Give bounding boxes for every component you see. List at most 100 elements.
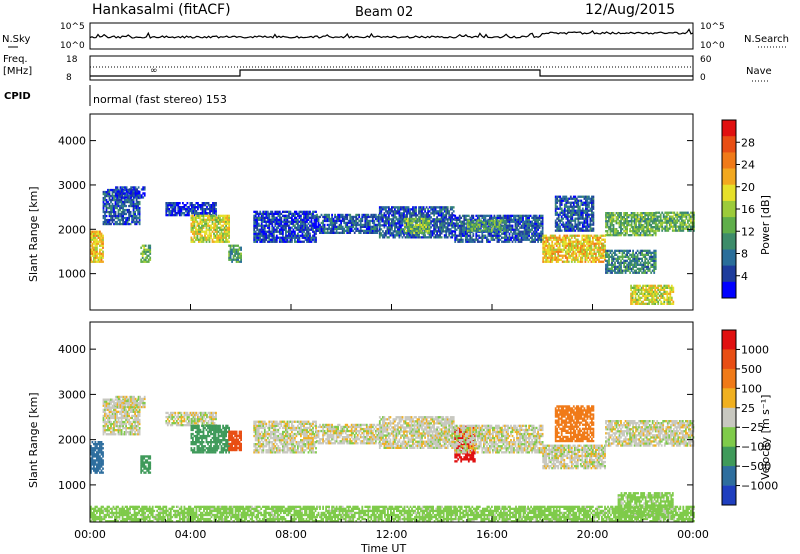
power-cell-band-7 xyxy=(257,224,260,227)
power-cell-band-4 xyxy=(182,212,184,215)
power-cell-band-16 xyxy=(682,229,685,232)
power-cell-band-13 xyxy=(579,242,582,245)
power-cell-band-10 xyxy=(410,223,412,227)
power-cell-band-14 xyxy=(591,203,593,206)
power-cell-band-15 xyxy=(629,224,631,227)
power-cell-band-6 xyxy=(238,248,241,251)
power-cell-band-17 xyxy=(611,269,613,272)
power-cell-band-7 xyxy=(268,222,271,225)
power-cell-band-11 xyxy=(454,236,457,239)
power-cell-band-13 xyxy=(599,234,602,237)
power-cell-band-15 xyxy=(617,216,619,219)
power-cell-band-16 xyxy=(680,215,683,218)
power-cell-band-11 xyxy=(478,236,481,239)
power-cell-band-4 xyxy=(178,212,181,215)
power-cell-band-0 xyxy=(102,252,104,255)
power-cell-band-8 xyxy=(364,229,367,232)
power-cell-band-6 xyxy=(232,248,235,251)
power-cell-band-11 xyxy=(507,226,509,229)
power-cell-band-8 xyxy=(329,231,332,234)
power-cell-band-9 xyxy=(389,224,392,227)
power-cell-band-10 xyxy=(422,217,424,221)
power-cell-band-9 xyxy=(403,216,405,219)
power-cell-band-4 xyxy=(178,208,181,211)
power-cell-band-8 xyxy=(346,227,349,230)
power-cell-band-13 xyxy=(555,244,558,247)
power-cell-band-14 xyxy=(592,217,595,220)
power-cell-band-1 xyxy=(128,208,130,212)
power-cell-band-11 xyxy=(464,230,467,233)
power-cell-band-5 xyxy=(222,238,224,241)
power-cell-band-10 xyxy=(423,221,426,225)
power-cell-band-11 xyxy=(516,224,518,227)
power-cell-band-1 xyxy=(123,200,126,204)
power-cell-band-15 xyxy=(621,222,624,225)
power-cell-band-7 xyxy=(271,230,274,233)
power-cell-band-15 xyxy=(624,232,627,235)
power-cell-band-11 xyxy=(486,240,488,243)
power-cell-band-9 xyxy=(389,226,392,229)
power-cell-band-1 xyxy=(104,202,106,206)
power-cell-band-11 xyxy=(516,222,518,225)
power-cell-band-14 xyxy=(566,197,569,200)
power-cell-band-13 xyxy=(598,250,600,253)
power-cell-band-0 xyxy=(96,246,98,249)
power-cell-band-7 xyxy=(288,232,290,235)
power-cell-band-5 xyxy=(208,228,211,231)
power-cell-band-16 xyxy=(680,227,683,230)
power-cell-band-16 xyxy=(668,217,671,220)
power-cell-band-15 xyxy=(653,230,656,233)
power-cell-band-14 xyxy=(577,217,580,220)
power-cell-band-14 xyxy=(566,211,569,214)
power-cell-band-9 xyxy=(398,206,401,209)
power-cell-band-11 xyxy=(505,214,508,217)
power-cell-band-8 xyxy=(325,231,327,234)
power-cell-band-15 xyxy=(624,218,627,221)
power-cell-band-3 xyxy=(147,250,150,253)
power-cell-band-13 xyxy=(548,260,551,263)
power-cell-band-12 xyxy=(474,227,477,230)
power-cell-band-15 xyxy=(644,212,647,215)
power-cell-band-9 xyxy=(437,210,440,213)
power-cell-band-14 xyxy=(592,207,595,210)
power-cell-band-17 xyxy=(614,261,616,264)
power-cell-band-13 xyxy=(546,238,549,241)
power-cell-band-16 xyxy=(665,219,668,222)
power-cell-band-7 xyxy=(274,220,277,223)
power-cell-band-14 xyxy=(568,223,571,226)
power-cell-band-9 xyxy=(409,236,411,239)
power-cell-band-11 xyxy=(508,226,511,229)
power-cell-band-9 xyxy=(452,222,455,225)
power-cell-band-15 xyxy=(638,214,640,217)
power-cell-band-14 xyxy=(588,203,590,206)
power-cell-band-11 xyxy=(538,216,541,219)
power-cell-band-14 xyxy=(581,211,584,214)
power-cell-band-11 xyxy=(460,234,463,237)
power-cell-band-13 xyxy=(592,252,594,255)
power-cell-band-9 xyxy=(395,222,398,225)
power-cell-band-9 xyxy=(440,226,443,229)
power-cell-band-7 xyxy=(306,214,308,217)
power-cell-band-14 xyxy=(592,205,595,208)
power-cell-band-11 xyxy=(511,228,514,231)
power-cell-band-6 xyxy=(231,252,233,255)
power-cell-band-4 xyxy=(166,208,169,211)
power-cell-band-13 xyxy=(602,256,605,259)
power-cell-band-7 xyxy=(274,238,277,241)
power-cell-band-8 xyxy=(322,231,324,234)
power-cell-band-8 xyxy=(331,227,333,230)
power-cell-band-13 xyxy=(543,242,546,245)
power-cell-band-7 xyxy=(294,214,296,217)
power-cell-band-13 xyxy=(545,240,548,243)
power-cell-band-5 xyxy=(195,232,197,235)
power-cell-band-9 xyxy=(436,218,438,221)
power-cell-band-10 xyxy=(411,227,414,230)
power-cell-band-9 xyxy=(395,230,398,233)
power-cell-band-14 xyxy=(571,217,574,220)
power-cell-band-16 xyxy=(690,215,692,218)
power-cell-band-7 xyxy=(269,212,272,215)
power-cell-band-5 xyxy=(192,230,194,233)
power-cell-band-11 xyxy=(490,232,493,235)
power-cell-band-7 xyxy=(289,236,292,239)
power-cell-band-14 xyxy=(578,227,581,230)
